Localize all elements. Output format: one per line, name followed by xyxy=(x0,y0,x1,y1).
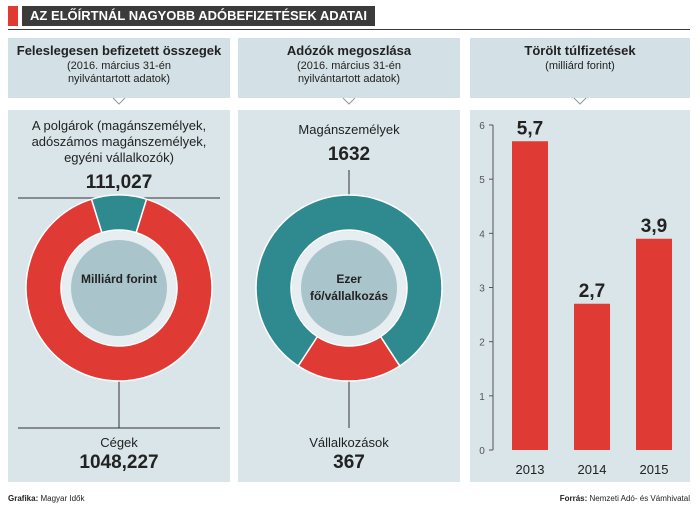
y-tick-label: 3 xyxy=(479,284,485,295)
header-notch xyxy=(573,97,587,105)
value-label: 3,9 xyxy=(641,216,667,237)
center-disc xyxy=(71,240,167,336)
value-label: 2,7 xyxy=(579,281,605,302)
value-label: 111,027 xyxy=(85,172,153,193)
category-label: Vállalkozások xyxy=(309,435,389,450)
credit-text: Magyar Idők xyxy=(40,494,85,503)
panel-subtitle: (milliárd forint) xyxy=(545,60,615,72)
panel-header: Adózók megoszlása (2016. március 31-én ny… xyxy=(238,38,460,105)
panel-title: Adózók megoszlása xyxy=(286,43,412,58)
panel-body: 0 1 2 3 4 5 6 5,7 2013 2,7 2014 3,9 2015 xyxy=(470,110,690,482)
notch-layer xyxy=(342,97,356,105)
header-notch xyxy=(112,97,126,105)
x-tick-label: 2013 xyxy=(516,462,545,477)
category-label: Cégek xyxy=(100,435,138,450)
source-label: Forrás: xyxy=(559,494,588,503)
value-label: 5,7 xyxy=(517,118,543,139)
chart xyxy=(255,170,443,428)
value-label: 1632 xyxy=(327,144,371,165)
panel-title: Törölt túlfizetések xyxy=(524,43,636,58)
x-tick-label: 2014 xyxy=(578,462,607,477)
chart: 0 1 2 3 4 5 6 5,7 2013 2,7 2014 3,9 2015 xyxy=(479,118,672,477)
credit-label: Grafika: xyxy=(8,494,39,503)
donut-slice xyxy=(255,194,443,367)
header-notch xyxy=(342,97,356,105)
title-rule xyxy=(8,29,690,30)
bar xyxy=(636,238,672,450)
donut-slice xyxy=(25,198,213,382)
value-label: 1048,227 xyxy=(79,452,159,473)
center-label: Ezer fő/vállalkozás xyxy=(309,272,389,303)
notch-layer xyxy=(112,97,126,105)
y-tick-label: 6 xyxy=(479,121,485,132)
title-marker xyxy=(8,6,18,26)
page-title: AZ ELŐÍRTNÁL NAGYOBB ADÓBEFIZETÉSEK ADAT… xyxy=(22,6,376,26)
source-text: Nemzeti Adó- és Vámhivatal xyxy=(589,494,691,503)
y-tick-label: 2 xyxy=(479,338,485,349)
y-tick-label: 0 xyxy=(479,446,485,457)
bar xyxy=(574,303,610,450)
notch-layer xyxy=(573,97,587,105)
donut-slice xyxy=(297,335,401,382)
value-label: 367 xyxy=(333,452,365,473)
category-label: Magánszemélyek xyxy=(298,122,400,137)
panel-body: Ezer fő/vállalkozás Magánszemélyek 1632 Vál… xyxy=(238,110,460,482)
source: Forrás: Nemzeti Adó- és Vámhivatal xyxy=(560,494,690,503)
category-label: A polgárok (magánszemélyek, adószámos ma… xyxy=(31,118,207,165)
panel-header: Feleslegesen befizetett összegek (2016. m… xyxy=(8,38,230,105)
panel-title: Feleslegesen befizetett összegek xyxy=(16,43,222,58)
y-tick-label: 5 xyxy=(479,175,485,186)
x-tick-label: 2015 xyxy=(640,462,669,477)
panel-subtitle: (2016. március 31-én nyilvántartott adat… xyxy=(67,60,171,85)
bar xyxy=(512,141,548,450)
panel-header: Törölt túlfizetések (milliárd forint) xyxy=(470,38,690,105)
panel-subtitle: (2016. március 31-én nyilvántartott adat… xyxy=(297,60,401,85)
chart xyxy=(18,194,220,429)
y-tick-label: 1 xyxy=(479,392,485,403)
panel-body: Milliárd forint A polgárok (magánszemélye… xyxy=(8,110,230,482)
center-label: Milliárd forint xyxy=(81,272,157,286)
credit: Grafika: Magyar Idők xyxy=(8,494,85,503)
y-tick-label: 4 xyxy=(479,229,485,240)
center-disc xyxy=(301,240,397,336)
